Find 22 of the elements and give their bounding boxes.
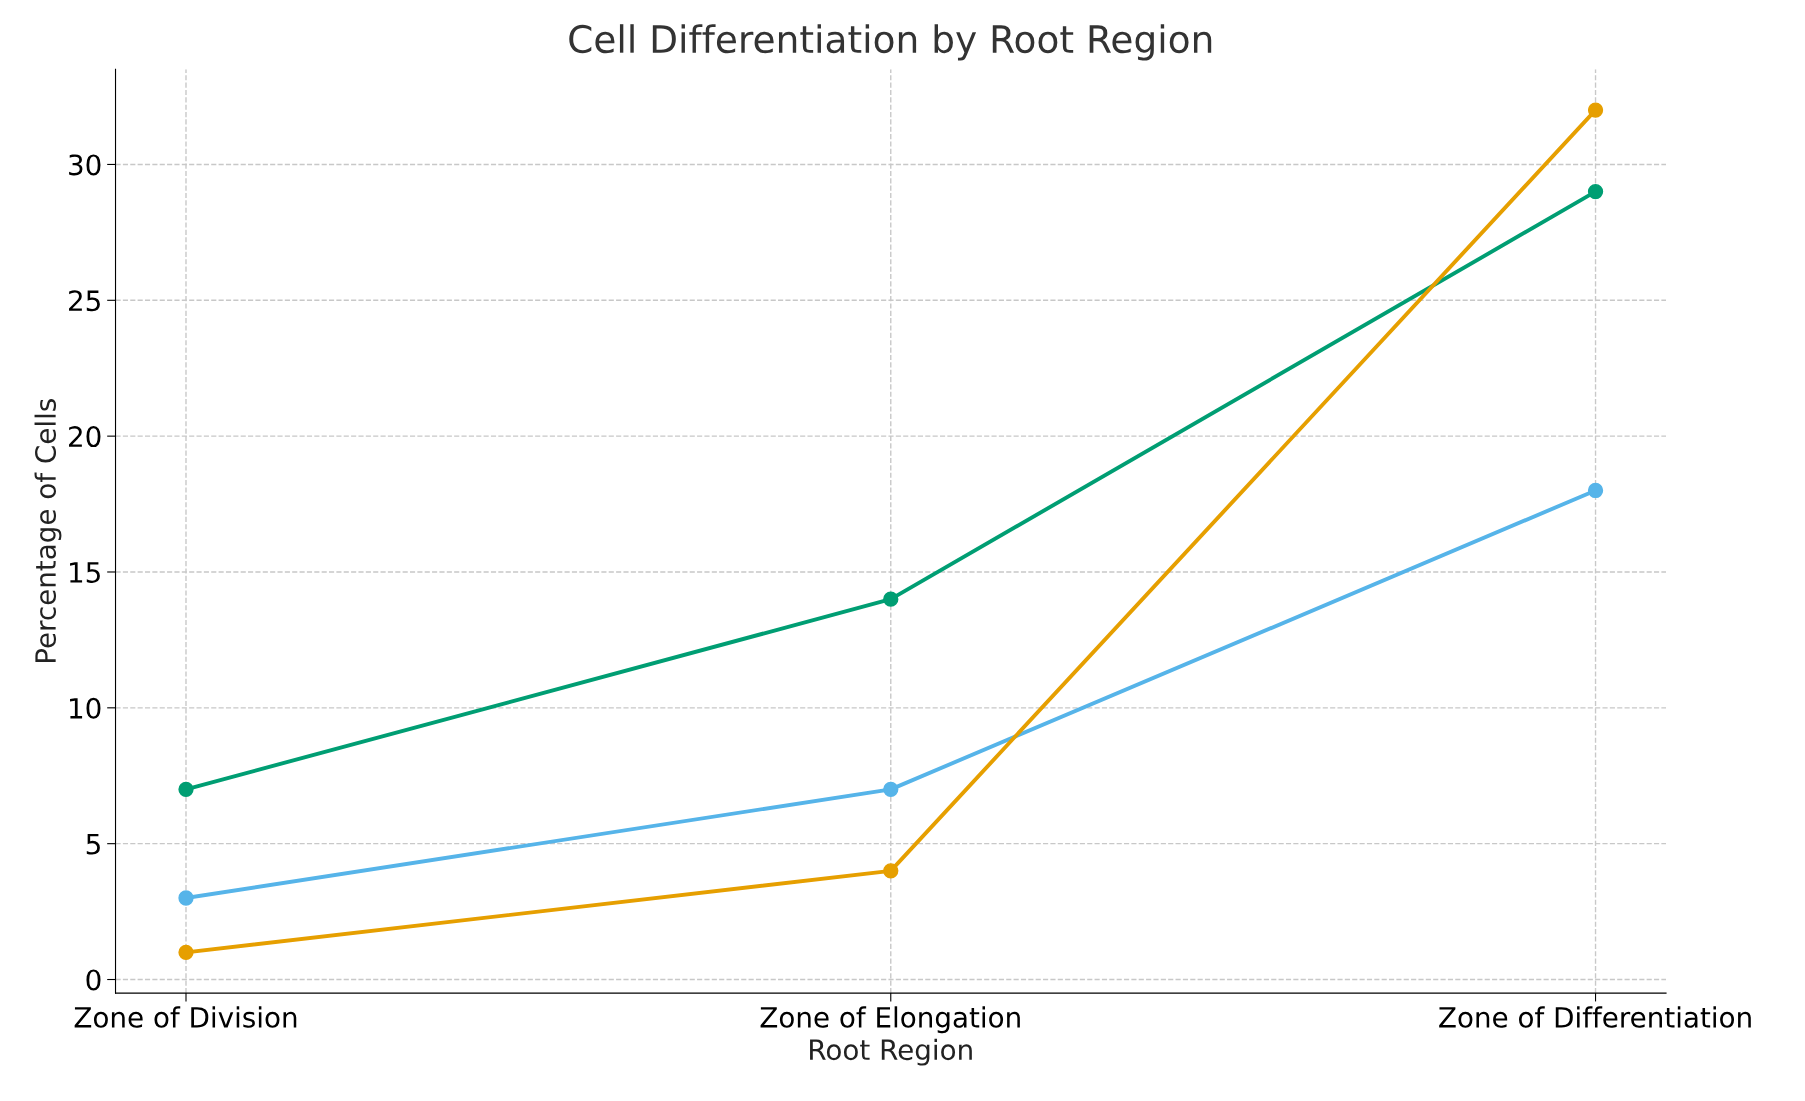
chart-title: Cell Differentiation by Root Region	[569, 24, 1212, 61]
x-tick-label: Zone of Differentiation	[1439, 1006, 1751, 1028]
x-tick-label: Zone of Elongation	[760, 1006, 1020, 1034]
y-tick-label: 0	[86, 969, 101, 991]
x-axis-title: Root Region	[810, 1038, 972, 1066]
y-tick-label: 20	[69, 426, 101, 448]
y-axis-title: Percentage of Cells	[34, 399, 62, 663]
point	[883, 591, 899, 607]
y-tick-label: 25	[69, 290, 100, 312]
point	[883, 781, 899, 797]
y-tick-label: 15	[70, 562, 100, 583]
point	[178, 944, 194, 960]
point	[178, 890, 194, 906]
y-tick-label: 30	[69, 154, 101, 176]
point	[178, 781, 194, 797]
point	[1587, 482, 1604, 499]
point	[883, 863, 899, 879]
y-tick-label: 5	[86, 833, 100, 855]
point	[1587, 102, 1604, 118]
point	[1587, 183, 1604, 200]
y-tick-label: 10	[70, 697, 101, 719]
x-tick-label: Zone of Division	[74, 1006, 297, 1028]
